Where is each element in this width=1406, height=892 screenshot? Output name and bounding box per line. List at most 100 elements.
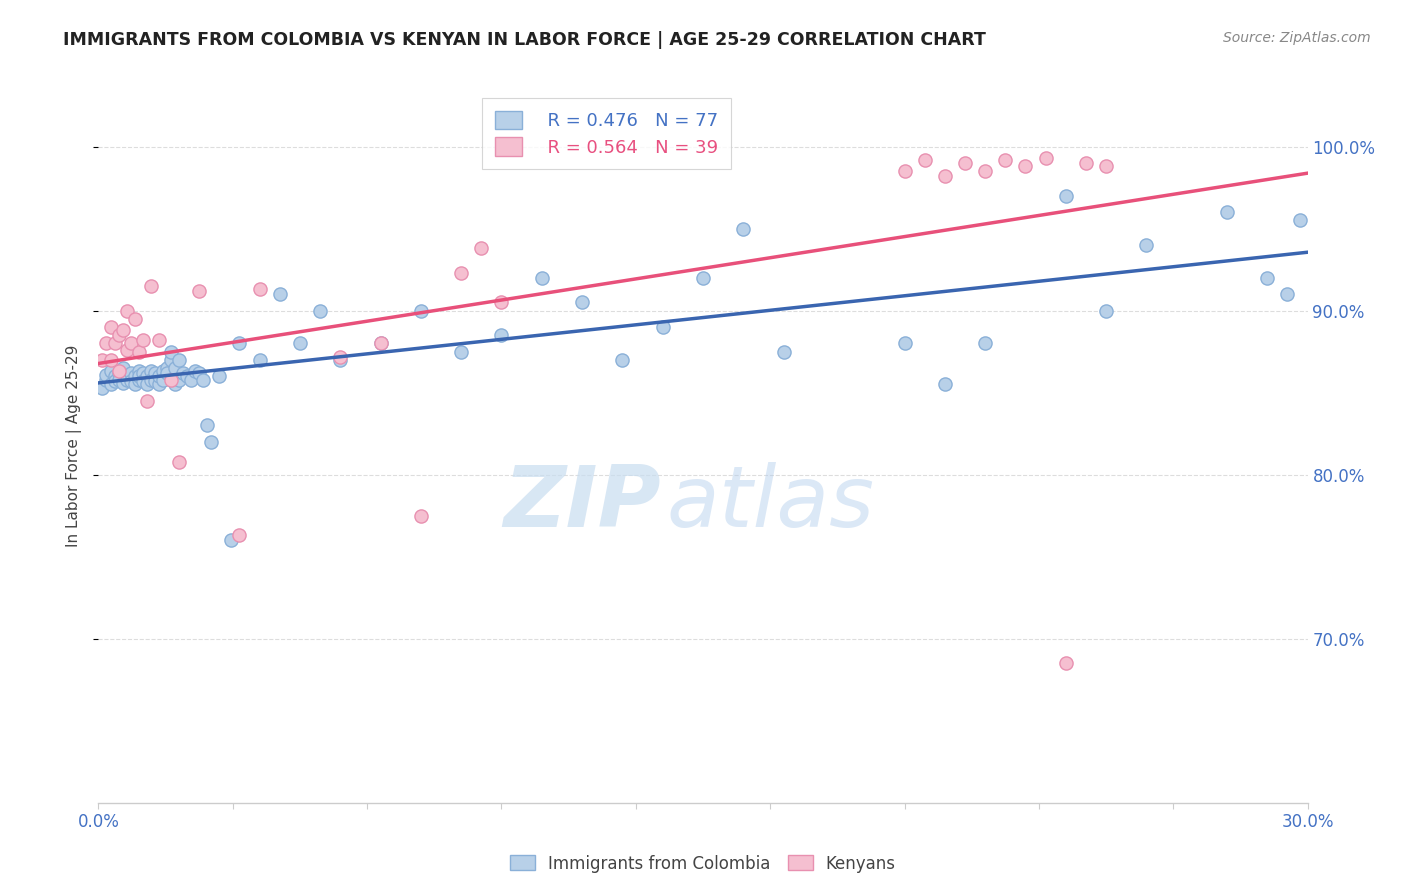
Point: [139, 279, 162, 293]
Point: [148, 333, 170, 347]
Point: [269, 287, 291, 301]
Text: Source: ZipAtlas.com: Source: ZipAtlas.com: [1223, 31, 1371, 45]
Point: [100, 377, 122, 392]
Point: [176, 369, 198, 384]
Point: [160, 352, 183, 367]
Point: [914, 153, 936, 167]
Point: [132, 374, 155, 388]
Point: [530, 270, 553, 285]
Point: [1216, 205, 1239, 219]
Point: [974, 164, 997, 178]
Point: [208, 369, 231, 384]
Point: [135, 369, 157, 384]
Point: [103, 336, 125, 351]
Point: [1095, 159, 1118, 173]
Point: [184, 364, 207, 378]
Point: [148, 377, 170, 392]
Point: [329, 350, 352, 364]
Point: [172, 366, 194, 380]
Point: [111, 376, 134, 390]
Point: [612, 352, 634, 367]
Point: [156, 366, 179, 380]
Point: [188, 284, 211, 298]
Point: [934, 377, 956, 392]
Point: [167, 454, 190, 468]
Point: [772, 344, 794, 359]
Point: [115, 369, 138, 384]
Point: [409, 303, 432, 318]
Point: [1256, 270, 1278, 285]
Point: [228, 528, 250, 542]
Point: [163, 361, 186, 376]
Point: [120, 366, 142, 380]
Point: [148, 369, 170, 384]
Point: [152, 373, 174, 387]
Point: [1095, 303, 1118, 318]
Point: [994, 153, 1017, 167]
Point: [152, 364, 174, 378]
Point: [288, 336, 311, 351]
Point: [132, 333, 155, 347]
Point: [111, 323, 134, 337]
Point: [193, 373, 215, 387]
Point: [180, 373, 202, 387]
Point: [100, 364, 122, 378]
Point: [128, 373, 150, 387]
Point: [132, 366, 155, 380]
Point: [91, 352, 114, 367]
Point: [1277, 287, 1299, 301]
Point: [115, 343, 138, 357]
Point: [160, 373, 183, 387]
Point: [370, 336, 392, 351]
Point: [100, 320, 122, 334]
Point: [1054, 657, 1077, 671]
Point: [115, 373, 138, 387]
Point: [249, 282, 271, 296]
Point: [124, 377, 146, 392]
Point: [107, 366, 129, 380]
Point: [953, 156, 976, 170]
Point: [100, 352, 122, 367]
Legend: Immigrants from Colombia, Kenyans: Immigrants from Colombia, Kenyans: [503, 848, 903, 880]
Point: [329, 352, 352, 367]
Point: [651, 320, 673, 334]
Point: [135, 377, 157, 392]
Point: [893, 336, 915, 351]
Point: [974, 336, 997, 351]
Point: [103, 374, 125, 388]
Point: [124, 369, 146, 384]
Point: [228, 336, 250, 351]
Point: [934, 169, 956, 183]
Point: [163, 377, 186, 392]
Point: [128, 344, 150, 359]
Point: [120, 374, 142, 388]
Point: [139, 373, 162, 387]
Point: [167, 352, 190, 367]
Text: ZIP: ZIP: [503, 461, 661, 545]
Point: [103, 369, 125, 384]
Point: [107, 373, 129, 387]
Text: atlas: atlas: [666, 461, 875, 545]
Point: [96, 368, 118, 382]
Y-axis label: In Labor Force | Age 25-29: In Labor Force | Age 25-29: [66, 345, 83, 547]
Point: [370, 336, 392, 351]
Point: [733, 221, 755, 235]
Point: [491, 295, 513, 310]
Point: [1074, 156, 1097, 170]
Legend:   R = 0.476   N = 77,   R = 0.564   N = 39: R = 0.476 N = 77, R = 0.564 N = 39: [482, 98, 731, 169]
Point: [107, 364, 129, 378]
Point: [107, 328, 129, 343]
Point: [115, 303, 138, 318]
Point: [188, 366, 211, 380]
Point: [160, 344, 183, 359]
Point: [167, 373, 190, 387]
Point: [200, 434, 222, 449]
Text: IMMIGRANTS FROM COLOMBIA VS KENYAN IN LABOR FORCE | AGE 25-29 CORRELATION CHART: IMMIGRANTS FROM COLOMBIA VS KENYAN IN LA…: [63, 31, 986, 49]
Point: [124, 311, 146, 326]
Point: [1288, 213, 1310, 227]
Point: [1035, 151, 1057, 165]
Point: [91, 381, 114, 395]
Point: [128, 369, 150, 384]
Point: [143, 374, 166, 388]
Point: [96, 373, 118, 387]
